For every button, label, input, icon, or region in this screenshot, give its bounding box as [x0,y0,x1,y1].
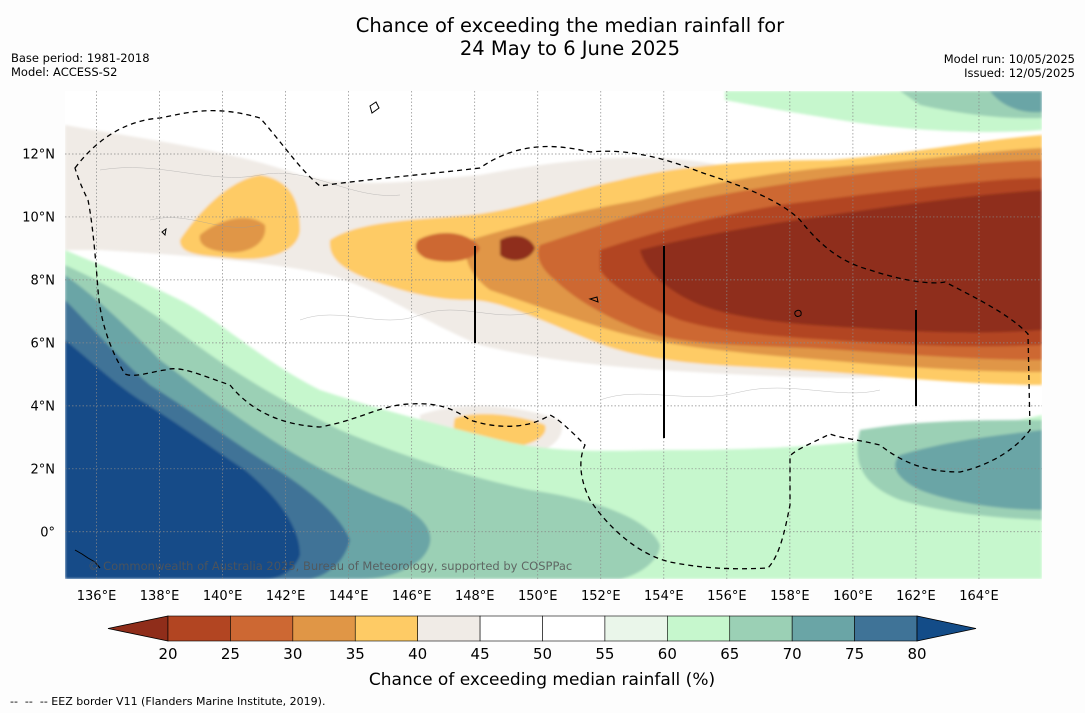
lat-tick-label: 0° [40,525,55,540]
colorbar-tick-label: 80 [907,645,926,663]
lon-tick-label: 146°E [392,589,432,604]
colorbar-tick-label: 20 [158,645,177,663]
colorbar-tick-label: 60 [658,645,677,663]
colorbar-cell [729,615,793,642]
colorbar-cell [479,615,543,642]
lat-tick-label: 6°N [31,336,56,351]
lat-tick-label: 10°N [22,210,55,225]
colorbar-tick-label: 45 [471,645,490,663]
colorbar-cell [292,615,356,642]
colorbar-tick-label: 50 [533,645,552,663]
region-above-80 [65,340,300,579]
lon-tick-label: 150°E [518,589,558,604]
lat-tick-label: 4°N [31,399,56,414]
island-markers [474,246,917,438]
colorbar-tick-label: 35 [346,645,365,663]
lon-tick-label: 156°E [707,589,747,604]
islands [74,101,802,569]
colorbar-cell [791,615,855,642]
lon-tick-label: 148°E [455,589,495,604]
colorbar-cell [854,615,918,642]
lon-tick-label: 164°E [959,589,999,604]
lon-tick-label: 160°E [833,589,873,604]
map-title-line1: Chance of exceeding the median rainfall … [355,14,785,37]
eez-border [74,110,1031,570]
lon-tick-label: 144°E [329,589,369,604]
region-70-75-northeast [990,91,1042,113]
colorbar-tick-label: 30 [283,645,302,663]
longitude-tick-labels: 136°E 138°E 140°E 142°E 144°E 146°E 148°E 150°E… [77,589,999,604]
map-title: Chance of exceeding the median rainfall … [220,14,920,60]
colorbar-cell [417,615,481,642]
region-25-30-west [415,233,480,262]
colorbar-tick-label: 75 [845,645,864,663]
lon-tick-label: 136°E [77,589,117,604]
colorbar-label: Chance of exceeding median rainfall (%) [369,670,715,690]
colorbar-cell [167,615,231,642]
lon-tick-label: 142°E [266,589,306,604]
colorbar-cell [230,615,294,642]
map-title-line2: 24 May to 6 June 2025 [459,37,681,60]
issued-label: Issued: 12/05/2025 [964,66,1075,80]
lon-tick-label: 138°E [140,589,180,604]
lat-tick-label: 12°N [22,147,55,162]
latitude-tick-labels: 0° 2°N 4°N 6°N 8°N 10°N 12°N [22,147,55,540]
eez-footnote: -- -- -- EEZ border V11 (Flanders Marine… [10,695,326,708]
probability-field [65,91,1042,579]
region-below-20 [640,190,1042,333]
lat-tick-label: 8°N [31,273,56,288]
lat-tick-label: 2°N [31,462,56,477]
copyright-notice: © Commonwealth of Australia 2025, Bureau… [88,559,572,573]
contour-lines [99,167,881,401]
region-below-20-west [500,235,535,261]
lon-tick-label: 162°E [896,589,936,604]
metadata-right: Model run: 10/05/2025 Issued: 12/05/2025 [944,52,1075,80]
base-period-label: Base period: 1981-2018 [11,51,150,65]
model-label: Model: ACCESS-S2 [11,65,118,79]
colorbar-extend-high [916,615,977,642]
colorbar-cell [667,615,731,642]
colorbar-extend-low [107,615,169,642]
colorbar-tick-label: 70 [783,645,802,663]
colorbar-cell [604,615,668,642]
colorbar-tick-label: 40 [408,645,427,663]
colorbar-cell [354,615,418,642]
lon-tick-label: 140°E [203,589,243,604]
lon-tick-label: 154°E [644,589,684,604]
colorbar-tick-label: 65 [720,645,739,663]
lon-tick-label: 152°E [581,589,621,604]
colorbar-cell [542,615,606,642]
colorbar: 20 25 30 35 40 45 50 55 60 65 70 75 80 Chance of exc… [107,615,977,690]
lon-tick-label: 158°E [770,589,810,604]
metadata-left: Base period: 1981-2018 Model: ACCESS-S2 [11,51,150,79]
model-run-label: Model run: 10/05/2025 [943,52,1075,66]
colorbar-tick-label: 25 [221,645,240,663]
region-30-35-west [199,217,266,253]
colorbar-tick-label: 55 [595,645,614,663]
